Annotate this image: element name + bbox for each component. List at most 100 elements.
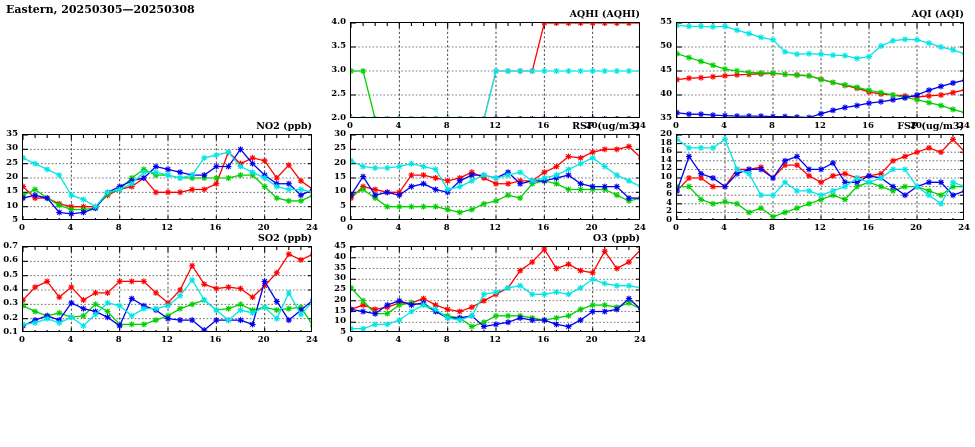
x-tick-label: 8 [769,223,775,233]
y-tick-label: 8 [666,180,672,191]
x-tick-label: 8 [443,335,450,345]
x-tick-label: 8 [115,223,122,233]
series-line-green [351,70,376,117]
x-tick-label: 16 [862,223,874,233]
x-tick-label: 16 [537,223,550,233]
y-tick-label: 25 [6,157,18,168]
y-tick-label: 4.0 [331,17,346,27]
x-tick-label: 16 [209,223,222,233]
y-tick-label: 15 [334,172,346,182]
y-tick-label: 40 [660,89,672,99]
x-tick-label: 8 [769,121,775,131]
y-tick-label: 35 [334,262,346,273]
chart-title-o3: O3 (ppb) [592,233,640,244]
x-tick-label: 20 [257,335,270,345]
y-tick-label: 14 [660,154,672,165]
chart-title-no2: NO2 (ppb) [256,121,312,132]
x-tick-label: 0 [19,223,25,233]
x-tick-label: 16 [537,121,550,131]
x-tick-label: 20 [585,121,598,131]
chart-panel-fsp: FSP (ug/m3) 0 2 4 6 8 10 12 14 16 18 20 0 4 8 12 16 20 24 [660,121,970,233]
y-tick-label: 35 [6,129,18,139]
y-tick-label: 0.7 [3,241,18,251]
x-tick-label: 8 [443,223,450,233]
y-tick-label: 25 [334,143,346,154]
series-line-cyan [23,151,311,208]
y-tick-label: 0.4 [3,284,18,294]
y-tick-label: 4 [666,197,672,208]
plot-area-o3 [350,246,640,332]
y-tick-label: 0.2 [3,312,18,323]
y-tick-label: 15 [6,186,18,197]
x-tick-label: 4 [67,335,74,345]
x-tick-label: 24 [306,223,318,233]
series-line-red [23,151,311,208]
x-tick-label: 0 [347,335,353,345]
chart-panel-no2: NO2 (ppb) 5 10 15 20 25 30 35 0 4 8 12 16 20 24 [6,121,318,233]
y-tick-label: 20 [6,172,18,182]
y-tick-label: 20 [660,129,672,139]
x-tick-label: 4 [395,121,402,131]
y-tick-label: 15 [334,305,346,316]
y-tick-label: 30 [334,273,346,284]
x-tick-label: 20 [257,223,270,233]
y-tick-label: 20 [334,294,346,305]
chart-title-aqhi: AQHI (AQHI) [569,9,640,20]
series-line-red [351,145,639,199]
x-tick-label: 0 [673,121,679,131]
y-tick-label: 30 [6,143,18,154]
plot-area-fsp [676,134,964,220]
x-tick-label: 20 [585,223,598,233]
x-tick-label: 24 [306,335,318,345]
x-tick-label: 0 [19,335,25,345]
page-title: Eastern, 20250305—20250308 [6,3,195,16]
chart-title-rsp: RSP (ug/m3) [572,121,640,132]
y-tick-label: 0.1 [3,327,18,337]
x-tick-label: 20 [585,335,598,345]
x-tick-label: 24 [634,335,646,345]
plot-area-aqi [676,22,964,118]
plot-area-no2 [22,134,312,220]
x-tick-label: 8 [443,121,450,131]
series-line-green [677,53,963,113]
x-tick-label: 24 [958,121,970,131]
x-tick-label: 0 [673,223,679,233]
y-tick-label: 3.5 [331,41,346,51]
x-tick-label: 24 [634,121,646,131]
y-tick-label: 12 [660,163,672,174]
y-tick-label: 16 [660,146,672,157]
y-tick-label: 45 [660,65,672,75]
x-tick-label: 0 [347,223,353,233]
y-tick-label: 0 [340,215,346,225]
x-tick-label: 4 [395,223,402,233]
y-tick-label: 30 [334,129,346,139]
chart-title-aqi: AQI (AQI) [911,9,964,20]
y-tick-label: 18 [660,137,672,148]
y-tick-label: 25 [334,284,346,294]
x-tick-label: 12 [814,121,826,131]
y-tick-label: 55 [660,17,672,27]
y-tick-label: 6 [666,189,672,200]
y-tick-label: 5 [340,327,346,337]
y-tick-label: 2.0 [331,113,346,123]
x-tick-label: 12 [489,223,501,233]
x-tick-label: 12 [489,121,501,131]
y-tick-label: 5 [12,215,18,225]
x-tick-label: 20 [910,223,922,233]
x-tick-label: 24 [634,223,646,233]
y-tick-label: 0.3 [3,298,18,309]
y-tick-label: 10 [660,172,672,182]
x-tick-label: 4 [721,121,727,131]
y-tick-label: 10 [6,200,18,211]
y-tick-label: 3.0 [331,65,346,75]
x-tick-label: 12 [489,335,501,345]
y-tick-label: 0 [666,215,672,225]
x-tick-label: 4 [721,223,727,233]
y-tick-label: 0.6 [3,255,18,266]
y-tick-label: 20 [334,157,346,168]
plot-area-aqhi [350,22,640,118]
plot-area-rsp [350,134,640,220]
chart-panel-o3: O3 (ppb) 5 10 15 20 25 30 35 40 45 0 4 8 12 16 20 24 [334,233,646,345]
chart-panel-so2: SO2 (ppb) 0.1 0.2 0.3 0.4 0.5 0.6 0.7 0 4 8 12 16 20 2… [3,233,318,345]
x-tick-label: 20 [910,121,922,131]
